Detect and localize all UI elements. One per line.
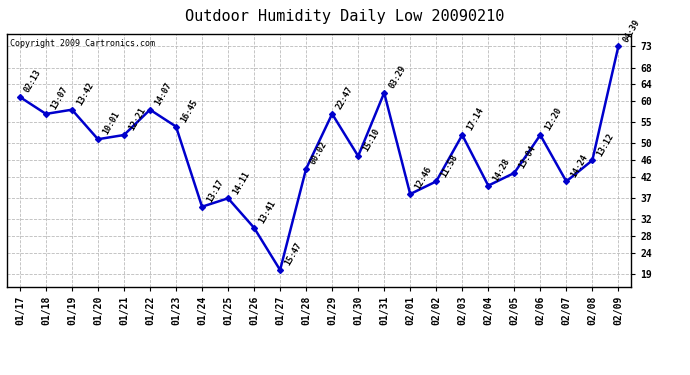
Text: 13:07: 13:07 bbox=[49, 85, 69, 111]
Text: 14:24: 14:24 bbox=[569, 153, 589, 178]
Text: 04:39: 04:39 bbox=[621, 18, 642, 44]
Text: 03:29: 03:29 bbox=[387, 64, 407, 90]
Text: 11:58: 11:58 bbox=[439, 153, 460, 178]
Text: Copyright 2009 Cartronics.com: Copyright 2009 Cartronics.com bbox=[10, 39, 155, 48]
Text: 14:07: 14:07 bbox=[152, 81, 173, 107]
Text: 00:02: 00:02 bbox=[309, 140, 329, 166]
Text: 15:10: 15:10 bbox=[361, 127, 382, 153]
Text: 10:01: 10:01 bbox=[101, 110, 121, 136]
Text: 14:28: 14:28 bbox=[491, 157, 511, 183]
Text: 13:04: 13:04 bbox=[517, 144, 538, 170]
Text: Outdoor Humidity Daily Low 20090210: Outdoor Humidity Daily Low 20090210 bbox=[186, 9, 504, 24]
Text: 13:42: 13:42 bbox=[75, 81, 95, 107]
Text: 13:12: 13:12 bbox=[595, 131, 615, 158]
Text: 22:47: 22:47 bbox=[335, 85, 355, 111]
Text: 14:11: 14:11 bbox=[231, 170, 251, 195]
Text: 12:20: 12:20 bbox=[543, 106, 563, 132]
Text: 13:41: 13:41 bbox=[257, 199, 277, 225]
Text: 13:17: 13:17 bbox=[205, 178, 225, 204]
Text: 12:21: 12:21 bbox=[127, 106, 147, 132]
Text: 17:14: 17:14 bbox=[465, 106, 485, 132]
Text: 15:47: 15:47 bbox=[283, 241, 303, 267]
Text: 02:13: 02:13 bbox=[23, 68, 43, 94]
Text: 12:46: 12:46 bbox=[413, 165, 433, 191]
Text: 16:45: 16:45 bbox=[179, 98, 199, 124]
